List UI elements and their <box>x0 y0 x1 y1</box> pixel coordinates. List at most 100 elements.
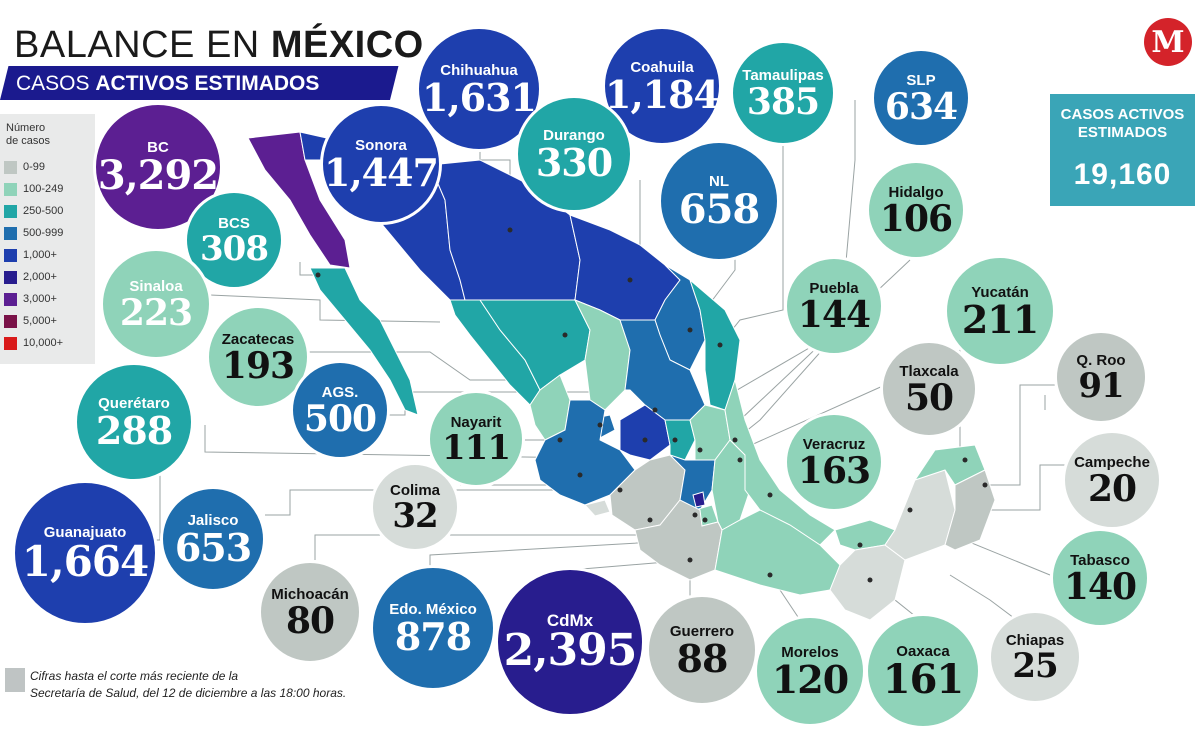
state-value: 1,184 <box>605 71 720 117</box>
state-value: 1,664 <box>21 536 150 586</box>
state-bubble-campeche: Campeche 20 <box>1062 430 1162 530</box>
state-name: Puebla <box>809 279 859 297</box>
state-name: Sinaloa <box>129 277 183 295</box>
legend-item: 250-500 <box>4 202 63 220</box>
footnote: Cifras hasta el corte más reciente de la… <box>30 669 347 700</box>
page-subtitle: CASOS ACTIVOS ESTIMADOS <box>16 72 320 95</box>
leader-line <box>985 384 1075 486</box>
state-name: Guerrero <box>669 622 735 640</box>
region-cdmx <box>692 491 706 508</box>
state-name: Michoacán <box>271 585 349 603</box>
state-bubble-morelos: Morelos 120 <box>754 615 866 727</box>
state-name: Hidalgo <box>888 183 944 201</box>
legend-swatch <box>4 248 17 262</box>
anchor-dot <box>702 517 708 523</box>
state-value: 140 <box>1063 565 1137 608</box>
anchor-dot <box>647 517 653 523</box>
state-name: Tlaxcala <box>899 362 959 380</box>
state-name: Tabasco <box>1070 551 1130 569</box>
state-name: Veracruz <box>802 435 866 453</box>
state-name: Jalisco <box>187 511 239 529</box>
legend-swatch <box>4 336 17 350</box>
state-name: Campeche <box>1074 453 1150 471</box>
state-value: 223 <box>119 291 193 334</box>
state-name: NL <box>709 172 729 190</box>
anchor-dot <box>907 507 913 513</box>
state-value: 385 <box>746 80 820 123</box>
state-value: 211 <box>961 296 1039 342</box>
anchor-dot <box>982 482 988 488</box>
legend-item: 0-99 <box>4 158 45 176</box>
legend-swatch <box>4 160 17 174</box>
state-value: 88 <box>676 635 729 681</box>
anchor-dot <box>867 577 873 583</box>
state-name: Oaxaca <box>896 642 950 660</box>
state-bubble-sonora: Sonora 1,447 <box>320 103 442 225</box>
state-value: 80 <box>285 599 335 642</box>
legend-swatch <box>4 182 17 196</box>
state-bubble-bcs: BCS 308 <box>184 190 284 290</box>
state-name: Tamaulipas <box>742 66 824 84</box>
anchor-dot <box>577 472 583 478</box>
anchor-dot <box>692 512 698 518</box>
leader-line <box>305 351 520 381</box>
state-bubble-chiapas: Chiapas 25 <box>988 610 1082 704</box>
state-value: 163 <box>797 449 871 492</box>
state-bubble-guerrero: Guerrero 88 <box>646 594 758 706</box>
leader-line <box>314 519 651 560</box>
legend-item: 500-999 <box>4 224 63 242</box>
anchor-dot <box>672 437 678 443</box>
state-value: 50 <box>904 376 954 419</box>
milenio-logo-icon: M <box>1144 18 1192 66</box>
legend-swatch <box>4 314 17 328</box>
state-value: 111 <box>442 427 511 468</box>
state-bubble-slp: SLP 634 <box>871 48 971 148</box>
state-bubble-zacatecas: Zacatecas 193 <box>206 305 310 409</box>
state-name: BCS <box>218 214 250 232</box>
anchor-dot <box>767 492 773 498</box>
state-value: 32 <box>392 495 438 536</box>
region-colima <box>584 499 611 517</box>
total-active-cases-box: CASOS ACTIVOS ESTIMADOS 19,160 <box>1050 94 1195 206</box>
state-bubble-edomex: Edo. México 878 <box>370 565 496 691</box>
state-bubble-durango: Durango 330 <box>515 95 633 213</box>
state-name: CdMx <box>546 610 594 630</box>
state-bubble-tabasco: Tabasco 140 <box>1050 528 1150 628</box>
total-label: CASOS ACTIVOS ESTIMADOS <box>1060 106 1185 141</box>
legend-item: 10,000+ <box>4 334 63 352</box>
anchor-dot <box>737 457 743 463</box>
state-name: SLP <box>906 71 936 89</box>
state-name: Zacatecas <box>221 330 295 348</box>
region-tamaulipas <box>688 278 741 411</box>
legend-swatch <box>4 204 17 218</box>
state-name: Yucatán <box>971 283 1029 301</box>
state-bubble-guanajuato: Guanajuato 1,664 <box>12 480 158 626</box>
region-campeche <box>884 469 956 561</box>
state-value: 500 <box>303 397 377 440</box>
state-name: Q. Roo <box>1076 351 1126 369</box>
state-bubble-bc: BC 3,292 <box>93 102 223 232</box>
leader-line <box>299 262 318 276</box>
total-value: 19,160 <box>1073 158 1172 191</box>
leader-line <box>155 470 161 541</box>
state-name: Sonora <box>355 136 407 154</box>
state-value: 878 <box>394 613 472 659</box>
region-zacatecas <box>573 299 631 411</box>
state-name: Nayarit <box>450 413 502 431</box>
state-name: Colima <box>389 481 440 499</box>
state-name: Querétaro <box>98 394 170 412</box>
anchor-dot <box>642 437 648 443</box>
state-bubble-colima: Colima 32 <box>370 462 460 552</box>
region-chiapas <box>829 544 906 621</box>
state-name: BC <box>147 138 169 156</box>
legend: Número de casos 0-99 100-249 250-500 500-… <box>0 114 95 364</box>
state-value: 144 <box>797 293 871 336</box>
state-value: 1,447 <box>324 149 439 195</box>
region-guanajuato <box>619 404 671 461</box>
state-value: 120 <box>771 656 849 702</box>
legend-item: 5,000+ <box>4 312 57 330</box>
state-bubble-nl: NL 658 <box>658 140 780 262</box>
state-name: Edo. México <box>389 600 477 618</box>
state-bubble-veracruz: Veracruz 163 <box>784 412 884 512</box>
